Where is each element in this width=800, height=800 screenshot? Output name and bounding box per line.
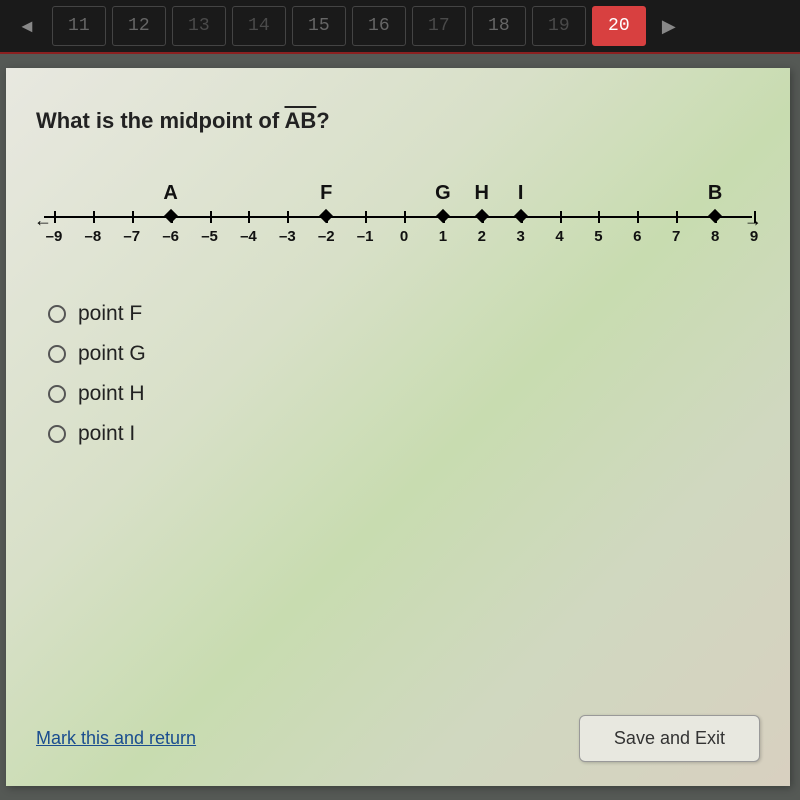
point-label-f: F <box>320 182 332 205</box>
tick <box>560 211 562 223</box>
tick <box>598 211 600 223</box>
nav-item-18[interactable]: 18 <box>472 6 526 46</box>
point-i <box>514 209 528 223</box>
nav-item-11[interactable]: 11 <box>52 6 106 46</box>
tick <box>365 211 367 223</box>
content-wrap: What is the midpoint of AB? ← → –9–8–7–6… <box>0 54 800 800</box>
choice-1[interactable]: point G <box>48 342 760 366</box>
mark-return-link[interactable]: Mark this and return <box>36 728 196 749</box>
point-a <box>164 209 178 223</box>
point-g <box>436 209 450 223</box>
tick <box>287 211 289 223</box>
tick <box>248 211 250 223</box>
number-line: ← → –9–8–7–6–5–4–3–2–10123456789AFGHIB <box>44 176 752 258</box>
tick <box>210 211 212 223</box>
radio-icon[interactable] <box>48 425 66 443</box>
point-label-b: B <box>708 182 722 205</box>
tick <box>54 211 56 223</box>
tick-label: –9 <box>46 228 63 245</box>
tick-label: 2 <box>478 228 486 245</box>
tick <box>93 211 95 223</box>
point-h <box>475 209 489 223</box>
nav-item-20[interactable]: 20 <box>592 6 646 46</box>
tick-label: –5 <box>201 228 218 245</box>
tick <box>132 211 134 223</box>
point-label-a: A <box>163 182 177 205</box>
footer-bar: Mark this and return Save and Exit <box>36 715 760 762</box>
point-label-g: G <box>435 182 451 205</box>
radio-icon[interactable] <box>48 345 66 363</box>
tick-label: 8 <box>711 228 719 245</box>
choice-label: point H <box>78 382 145 406</box>
nav-item-13[interactable]: 13 <box>172 6 226 46</box>
save-exit-button[interactable]: Save and Exit <box>579 715 760 762</box>
number-line-axis <box>44 216 752 218</box>
choice-2[interactable]: point H <box>48 382 760 406</box>
question-panel: What is the midpoint of AB? ← → –9–8–7–6… <box>6 68 790 786</box>
tick-label: 6 <box>633 228 641 245</box>
radio-icon[interactable] <box>48 305 66 323</box>
nav-item-15[interactable]: 15 <box>292 6 346 46</box>
tick <box>404 211 406 223</box>
point-label-h: H <box>475 182 489 205</box>
tick-label: –4 <box>240 228 257 245</box>
tick-label: –6 <box>162 228 179 245</box>
radio-icon[interactable] <box>48 385 66 403</box>
tick-label: 5 <box>594 228 602 245</box>
choice-label: point G <box>78 342 146 366</box>
choice-3[interactable]: point I <box>48 422 760 446</box>
nav-item-19[interactable]: 19 <box>532 6 586 46</box>
nav-item-16[interactable]: 16 <box>352 6 406 46</box>
tick-label: –3 <box>279 228 296 245</box>
choice-label: point I <box>78 422 135 446</box>
question-text: What is the midpoint of AB? <box>36 108 760 134</box>
question-segment: AB <box>285 108 317 133</box>
choice-label: point F <box>78 302 142 326</box>
nav-prev-arrow[interactable]: ◄ <box>8 16 46 37</box>
tick-label: 3 <box>516 228 524 245</box>
tick-label: 0 <box>400 228 408 245</box>
nav-item-14[interactable]: 14 <box>232 6 286 46</box>
tick <box>637 211 639 223</box>
tick-label: 7 <box>672 228 680 245</box>
nav-item-17[interactable]: 17 <box>412 6 466 46</box>
tick <box>676 211 678 223</box>
question-suffix: ? <box>316 108 329 133</box>
nav-item-12[interactable]: 12 <box>112 6 166 46</box>
point-label-i: I <box>518 182 524 205</box>
question-nav-bar: ◄ 11121314151617181920 ▶ <box>0 0 800 54</box>
tick-label: –1 <box>357 228 374 245</box>
answer-choices: point F point G point H point I <box>48 302 760 446</box>
point-b <box>708 209 722 223</box>
tick <box>754 211 756 223</box>
choice-0[interactable]: point F <box>48 302 760 326</box>
point-f <box>319 209 333 223</box>
tick-label: 4 <box>555 228 563 245</box>
tick-label: –7 <box>123 228 140 245</box>
tick-label: –2 <box>318 228 335 245</box>
tick-label: 9 <box>750 228 758 245</box>
tick-label: 1 <box>439 228 447 245</box>
nav-next-arrow[interactable]: ▶ <box>652 16 686 37</box>
tick-label: –8 <box>85 228 102 245</box>
question-prefix: What is the midpoint of <box>36 108 285 133</box>
